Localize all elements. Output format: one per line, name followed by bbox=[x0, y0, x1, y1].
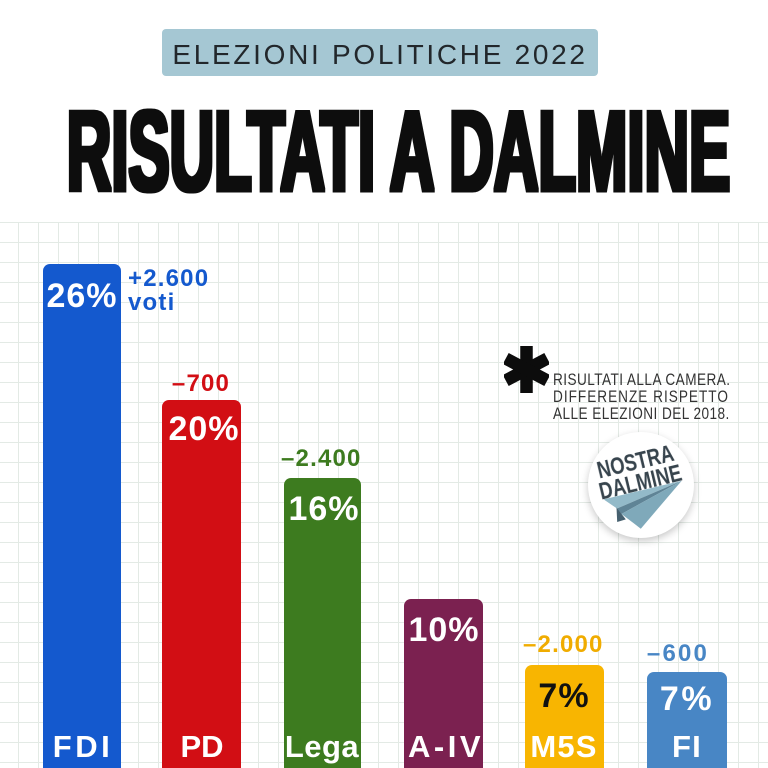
svg-text:RISULTATI A DALMINE: RISULTATI A DALMINE bbox=[67, 89, 730, 216]
